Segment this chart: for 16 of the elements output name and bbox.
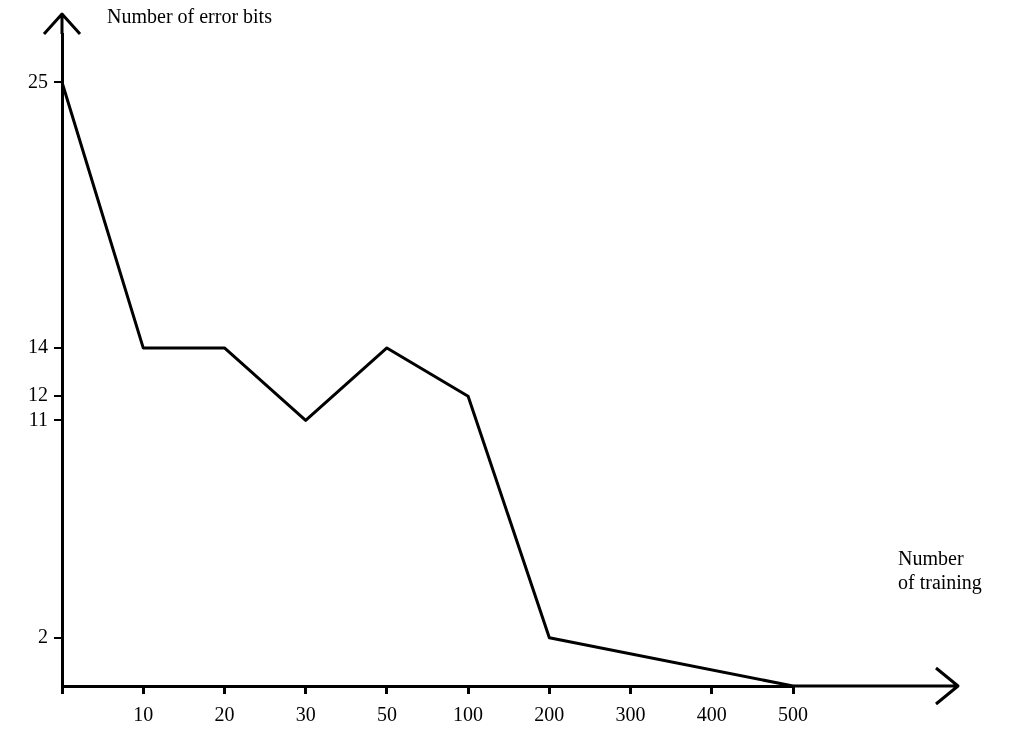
x-tick-label: 100 [453, 703, 484, 726]
y-tick-label: 14 [28, 335, 48, 358]
x-tick-label: 500 [778, 703, 808, 726]
x-tick-label: 200 [534, 703, 565, 726]
x-axis-title: Number of training [898, 546, 982, 594]
x-tick-label: 400 [696, 703, 727, 726]
y-tick-label: 2 [38, 624, 48, 647]
x-tick-label: 10 [133, 703, 154, 726]
y-tick-label: 12 [28, 383, 48, 406]
x-tick-label: 50 [376, 703, 397, 726]
x-tick-label: 20 [214, 703, 235, 726]
y-tick-label: 11 [28, 407, 48, 430]
x-tick-label: 30 [295, 703, 316, 726]
y-tick-label: 25 [28, 69, 48, 92]
y-axis-title: Number of error bits [107, 4, 272, 28]
x-tick-label: 300 [615, 703, 646, 726]
